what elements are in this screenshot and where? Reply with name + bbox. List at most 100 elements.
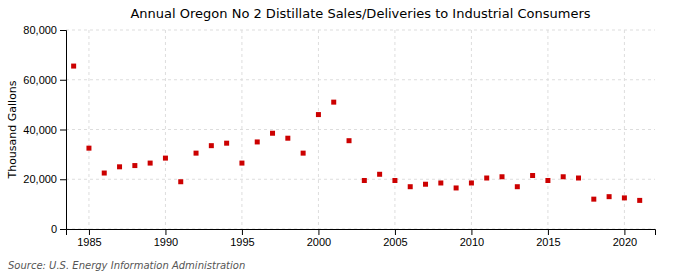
grid-line-y	[66, 129, 655, 130]
grid-line-y	[66, 79, 655, 80]
tick: 2000	[307, 229, 331, 248]
grid-line-x	[547, 30, 548, 229]
point	[224, 141, 229, 146]
tick: 2010	[460, 229, 484, 248]
point	[500, 174, 505, 179]
point	[301, 151, 306, 156]
tick-mark	[395, 229, 396, 235]
tick: 1985	[77, 229, 101, 248]
tick-label: 2020	[613, 236, 637, 248]
plot-area: 1985 1990 1995 2000 2005 2010 2015 2020 0 20,000 4…	[23, 24, 655, 248]
point	[362, 178, 367, 183]
axis-line	[67, 230, 656, 236]
tick-label: 2005	[383, 236, 407, 248]
tick-label: 1990	[154, 236, 178, 248]
point	[377, 172, 382, 177]
point	[484, 176, 489, 181]
point	[132, 163, 137, 168]
tick-mark	[60, 229, 66, 230]
tick-mark	[471, 229, 472, 235]
grid-line-x	[394, 30, 395, 229]
point	[392, 178, 397, 183]
grid	[66, 30, 655, 229]
point	[148, 161, 153, 166]
point	[469, 180, 474, 185]
tick-mark	[318, 229, 319, 235]
grid-line-y	[66, 179, 655, 180]
tick-label: 60,000	[23, 74, 57, 86]
point	[239, 161, 244, 166]
point	[270, 131, 275, 136]
tick-label: 80,000	[23, 24, 57, 36]
y-axis: 0 20,000 40,000 60,000 80,000	[23, 24, 66, 235]
point	[622, 195, 627, 200]
tick-label: 2010	[460, 236, 484, 248]
point	[347, 138, 352, 143]
tick: 2005	[383, 229, 407, 248]
tick-label: 1995	[230, 236, 254, 248]
tick-mark	[60, 30, 66, 31]
point	[285, 136, 290, 141]
point	[591, 197, 596, 202]
point	[561, 174, 566, 179]
tick-label: 1985	[77, 236, 101, 248]
tick-label: 40,000	[23, 124, 57, 136]
chart-svg: 1985 1990 1995 2000 2005 2010 2015 2020 0 20,000 4…	[0, 0, 675, 275]
tick-label: 2000	[307, 236, 331, 248]
tick-mark	[624, 229, 625, 235]
tick: 1990	[154, 229, 178, 248]
tick-mark	[60, 80, 66, 81]
point	[178, 179, 183, 184]
tick-label: 0	[51, 223, 57, 235]
point	[576, 176, 581, 181]
point	[163, 156, 168, 161]
point	[530, 173, 535, 178]
point	[117, 164, 122, 169]
point	[454, 185, 459, 190]
grid-line-x	[88, 30, 89, 229]
tick: 40,000	[23, 124, 66, 136]
tick-mark	[89, 229, 90, 235]
grid-line-x	[165, 30, 166, 229]
point	[408, 184, 413, 189]
axis-line	[60, 31, 67, 230]
point	[515, 184, 520, 189]
tick-mark	[242, 229, 243, 235]
point	[607, 194, 612, 199]
tick: 60,000	[23, 74, 66, 86]
tick: 80,000	[23, 24, 66, 36]
title: Annual Oregon No 2 Distillate Sales/Deli…	[130, 6, 590, 21]
point	[255, 139, 260, 144]
tick-label: 2015	[536, 236, 560, 248]
point	[637, 198, 642, 203]
tick: 2015	[536, 229, 560, 248]
point	[438, 180, 443, 185]
tick: 0	[51, 223, 66, 235]
grid-line-y	[66, 30, 655, 31]
point	[86, 146, 91, 151]
tick-mark	[60, 130, 66, 131]
point	[545, 178, 550, 183]
tick: 2020	[613, 229, 637, 248]
tick-mark	[60, 179, 66, 180]
grid-line-x	[241, 30, 242, 229]
point	[209, 143, 214, 148]
point	[102, 171, 107, 176]
tick: 20,000	[23, 173, 66, 185]
tick-label: 20,000	[23, 173, 57, 185]
tick: 1995	[230, 229, 254, 248]
grid-line-x	[471, 30, 472, 229]
point	[423, 182, 428, 187]
tick-mark	[165, 229, 166, 235]
point	[194, 151, 199, 156]
point	[71, 64, 76, 69]
grid-line-x	[318, 30, 319, 229]
source-note: Source: U.S. Energy Information Administ…	[8, 260, 245, 271]
y-axis-title: Thousand Gallons	[6, 80, 19, 179]
point	[316, 112, 321, 117]
x-axis: 1985 1990 1995 2000 2005 2010 2015 2020	[67, 229, 656, 248]
tick-mark	[548, 229, 549, 235]
points	[71, 64, 642, 203]
point	[331, 100, 336, 105]
chart-container: 1985 1990 1995 2000 2005 2010 2015 2020 0 20,000 4…	[0, 0, 675, 275]
